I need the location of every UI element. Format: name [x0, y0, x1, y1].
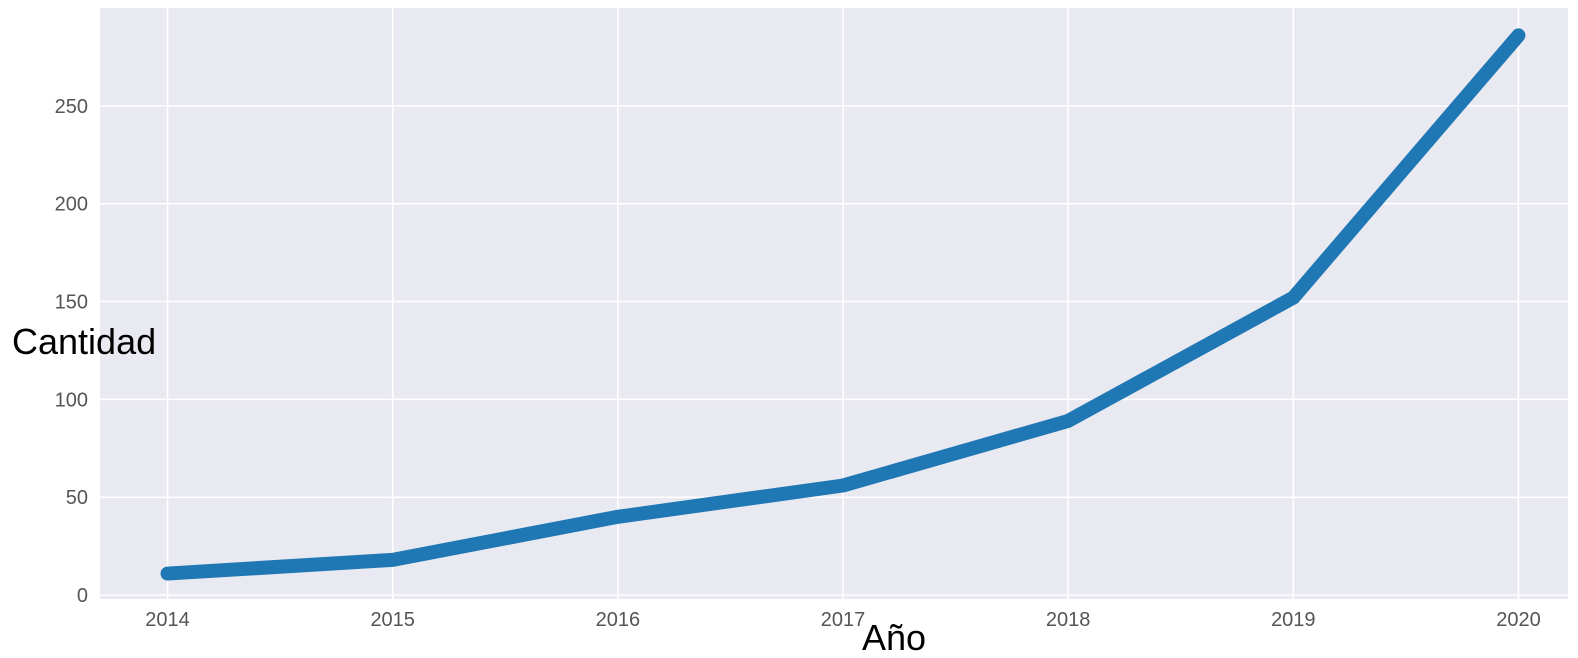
x-axis-title: Año: [862, 617, 926, 658]
x-tick-label: 2015: [370, 609, 415, 631]
y-tick-label: 150: [55, 292, 88, 314]
y-tick-label: 100: [55, 389, 88, 411]
x-tick-label: 2014: [145, 609, 190, 631]
x-tick-label: 2020: [1496, 609, 1541, 631]
x-tick-label: 2016: [596, 609, 641, 631]
y-tick-label: 0: [77, 585, 88, 607]
x-tick-label: 2017: [821, 609, 866, 631]
series-line: [160, 28, 1526, 581]
x-tick-label: 2019: [1271, 609, 1316, 631]
y-tick-label: 250: [55, 96, 88, 118]
plot-area: [100, 8, 1568, 599]
y-axis-title: Cantidad: [12, 321, 156, 362]
x-tick-labels: 2014 2015 2016 2017 2018 2019 2020: [145, 609, 1540, 631]
y-tick-label: 200: [55, 194, 88, 216]
y-tick-labels: 0 50 100 150 200 250: [55, 96, 88, 607]
x-tick-label: 2018: [1046, 609, 1091, 631]
y-tick-label: 50: [66, 487, 88, 509]
series-group: [160, 28, 1526, 581]
